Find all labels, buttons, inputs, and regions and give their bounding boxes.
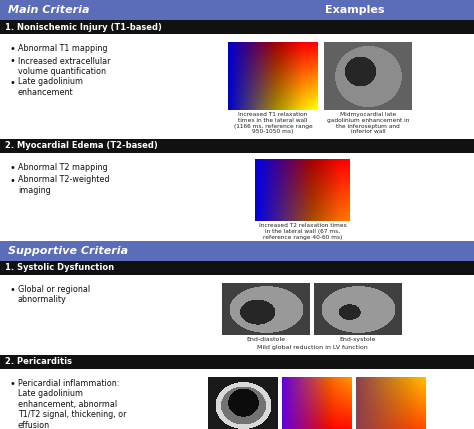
- Bar: [0, 20, 474, 34]
- Text: 2. Myocardial Edema (T2-based): 2. Myocardial Edema (T2-based): [5, 142, 158, 151]
- Text: •: •: [10, 175, 16, 185]
- Bar: [0, 153, 474, 241]
- Text: •: •: [10, 285, 16, 295]
- Text: Increased extracellular
volume quantification: Increased extracellular volume quantific…: [18, 57, 110, 76]
- Text: End-systole: End-systole: [340, 337, 376, 342]
- Text: Abnormal T1 mapping: Abnormal T1 mapping: [18, 44, 108, 53]
- Text: Abnormal T2 mapping: Abnormal T2 mapping: [18, 163, 108, 172]
- Bar: [0, 369, 474, 429]
- Text: •: •: [10, 379, 16, 389]
- Text: •: •: [10, 57, 16, 66]
- Text: 2. Pericarditis: 2. Pericarditis: [5, 357, 72, 366]
- Text: Global or regional
abnormality: Global or regional abnormality: [18, 285, 90, 305]
- Text: •: •: [10, 163, 16, 173]
- Text: Main Criteria: Main Criteria: [8, 5, 90, 15]
- Text: End-diastole: End-diastole: [246, 337, 285, 342]
- Bar: [0, 241, 474, 261]
- Text: •: •: [10, 78, 16, 88]
- Text: Midmyocardial late
gadolinium enhancement in
the inferoseptum and
inferior wall: Midmyocardial late gadolinium enhancemen…: [327, 112, 409, 134]
- Text: Late gadolinium
enhancement: Late gadolinium enhancement: [18, 78, 83, 97]
- Text: Abnormal T2-weighted
imaging: Abnormal T2-weighted imaging: [18, 175, 109, 195]
- Bar: [0, 0, 474, 20]
- Bar: [0, 275, 474, 355]
- Bar: [0, 34, 474, 139]
- Text: Mild global reduction in LV function: Mild global reduction in LV function: [256, 345, 367, 350]
- Bar: [0, 261, 474, 275]
- Text: Examples: Examples: [325, 5, 385, 15]
- Text: Increased T1 relaxation
times in the lateral wall
(1166 ms, reference range
950-: Increased T1 relaxation times in the lat…: [234, 112, 312, 134]
- Text: Supportive Criteria: Supportive Criteria: [8, 246, 128, 256]
- Text: Increased T2 relaxation times
in the lateral wall (67 ms,
reference range 40-60 : Increased T2 relaxation times in the lat…: [259, 223, 346, 240]
- Text: Pericardial inflammation:
Late gadolinium
enhancement, abnormal
T1/T2 signal, th: Pericardial inflammation: Late gadoliniu…: [18, 379, 127, 429]
- Bar: [0, 355, 474, 369]
- Text: •: •: [10, 44, 16, 54]
- Text: 1. Systolic Dysfunction: 1. Systolic Dysfunction: [5, 263, 114, 272]
- Bar: [0, 139, 474, 153]
- Text: 1. Nonischemic Injury (T1-based): 1. Nonischemic Injury (T1-based): [5, 22, 162, 31]
